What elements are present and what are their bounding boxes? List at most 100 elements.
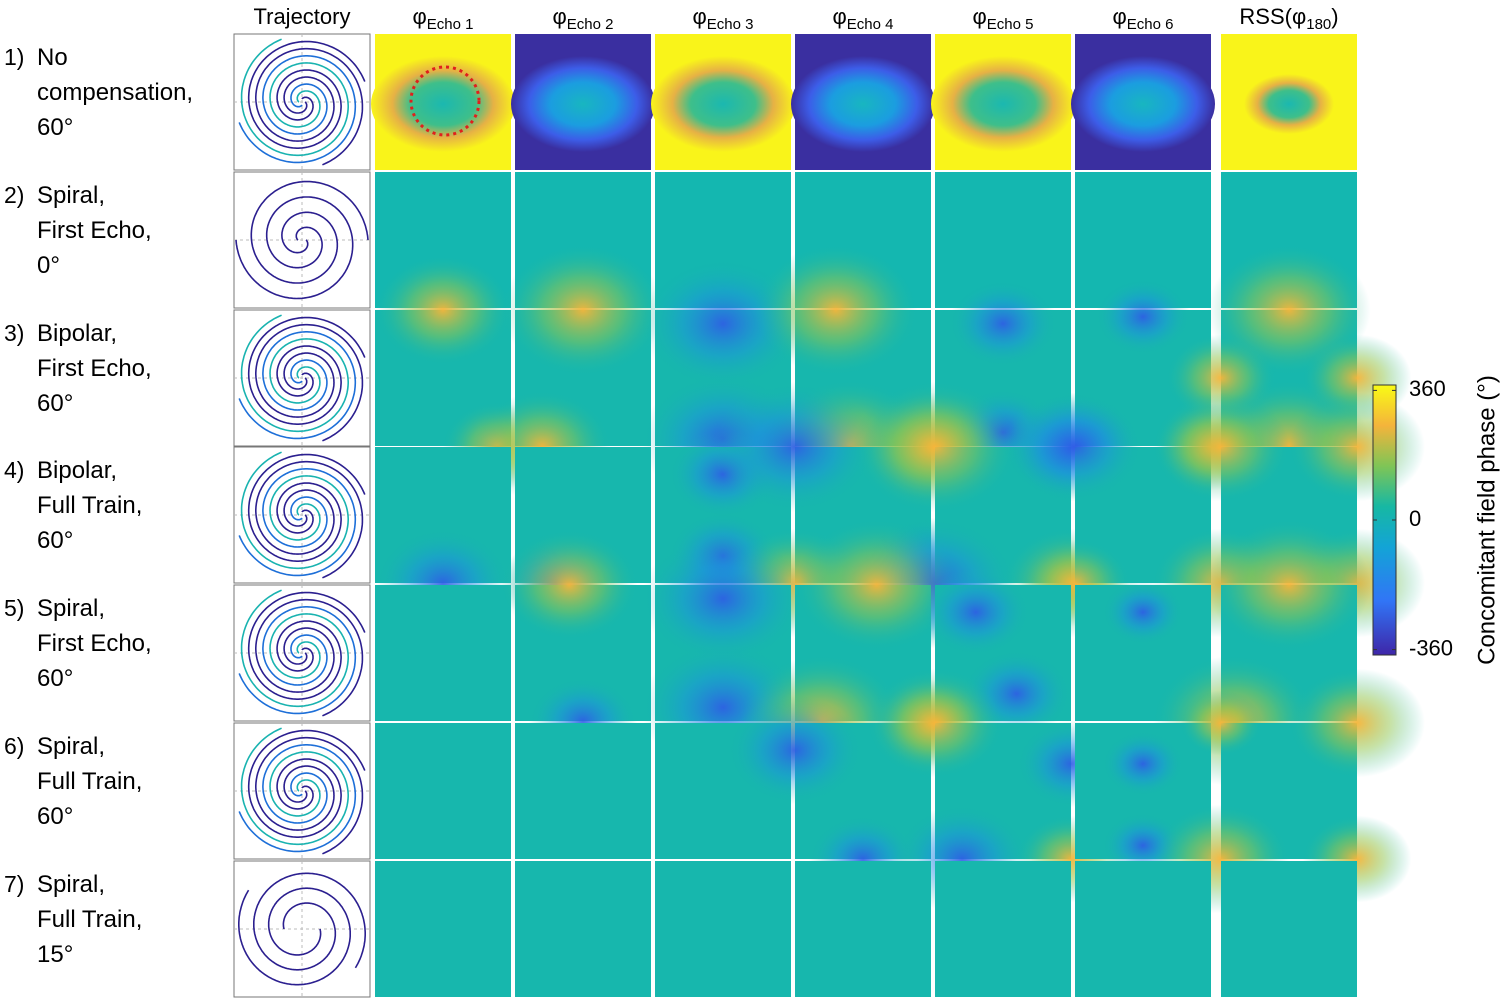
phase-blob (754, 244, 918, 376)
phase-blob (1095, 278, 1191, 355)
row-label-line: 60° (37, 665, 73, 692)
phase-bg (375, 585, 511, 721)
spiral-arm (250, 180, 369, 284)
phase-map (1075, 579, 1211, 721)
spiral-arm (238, 744, 357, 853)
phase-map (795, 861, 931, 997)
phase-ring (371, 56, 515, 152)
row-number: 2) (4, 182, 24, 208)
phase-map (371, 34, 515, 170)
trajectory (233, 584, 371, 722)
phase-ring (1071, 56, 1215, 152)
row-label-line: Full Train, (37, 492, 142, 519)
row-label-line: First Echo, (37, 630, 152, 657)
phase-blob (1102, 579, 1184, 645)
row-label-line: 15° (37, 941, 73, 968)
phase-ring (791, 56, 935, 152)
header-suffix: ) (1331, 4, 1338, 29)
trajectory (233, 446, 371, 584)
header-symbol: φ (1113, 4, 1127, 29)
phase-bg (1075, 861, 1211, 997)
trajectory (233, 309, 371, 447)
column-header: φEcho 4 (833, 4, 894, 33)
phase-map (375, 585, 511, 721)
column-header: φEcho 3 (693, 4, 754, 33)
phase-blob (948, 280, 1058, 368)
phase-ring (931, 56, 1075, 152)
row-label-line: 60° (37, 527, 73, 554)
header-symbol: φ (973, 4, 987, 29)
trajectory (233, 860, 371, 998)
header-symbol: φ (553, 4, 567, 29)
phase-blob (921, 568, 1031, 656)
phase-map (935, 861, 1071, 997)
spiral-arm (235, 196, 354, 300)
phase-map (375, 723, 511, 859)
phase-ring (511, 56, 655, 152)
row-label-line: Spiral, (37, 595, 105, 622)
trajectory-frame (233, 171, 371, 309)
column-header: φEcho 5 (973, 4, 1034, 33)
spiral-arm (255, 47, 364, 166)
header-symbol: φ (413, 4, 427, 29)
row-label-line: 60° (37, 390, 73, 417)
header-subscript: 180 (1306, 16, 1331, 33)
row-label-line: Spiral, (37, 182, 105, 209)
row-number: 3) (4, 320, 24, 346)
trajectory (233, 33, 371, 171)
column-header: φEcho 6 (1113, 4, 1174, 33)
colorbar-tick-label: 360 (1409, 376, 1446, 401)
column-header: φEcho 2 (553, 4, 614, 33)
phase-blob (1289, 668, 1425, 778)
column-header: Trajectory (254, 4, 351, 29)
phase-blob (1289, 392, 1425, 502)
row-number: 4) (4, 457, 24, 483)
phase-map (515, 861, 651, 997)
phase-blob (853, 381, 1017, 513)
row-number: 7) (4, 871, 24, 897)
phase-blob (1180, 690, 1262, 756)
phase-map (1075, 723, 1211, 879)
row-number: 6) (4, 733, 24, 759)
phase-map (375, 861, 511, 997)
header-subscript: Echo 2 (567, 16, 614, 33)
phase-blob (867, 668, 1003, 778)
row-label-line: Full Train, (37, 906, 142, 933)
phase-map (1075, 861, 1211, 997)
row-label-line: 60° (37, 803, 73, 830)
spiral-arm (247, 591, 366, 700)
colorbar-tick-label: 0 (1409, 506, 1421, 531)
spiral-arm (238, 468, 357, 577)
phase-map (1221, 34, 1357, 170)
phase-ring (1244, 74, 1334, 134)
roi-circle (409, 65, 481, 137)
column-header: RSS(φ180) (1239, 4, 1338, 33)
spiral-arm (240, 727, 349, 846)
header-symbol: φ (833, 4, 847, 29)
spiral-arm (255, 736, 364, 855)
row-label-line: compensation, (37, 79, 193, 106)
phase-map (791, 34, 935, 170)
phase-blob (1207, 519, 1371, 651)
phase-bg (375, 861, 511, 997)
phase-map (655, 861, 791, 997)
row-label-line: 0° (37, 252, 60, 279)
spiral-arm (255, 460, 364, 579)
phase-blob (501, 244, 665, 376)
spiral-arm (240, 451, 349, 570)
phase-blob (1102, 731, 1184, 797)
row-number: 5) (4, 595, 24, 621)
column-header: φEcho 1 (413, 4, 474, 33)
phase-map (501, 530, 651, 765)
spiral-arm (247, 40, 366, 149)
phase-bg (655, 861, 791, 997)
colorbar-tick-label: -360 (1409, 635, 1453, 660)
spiral-arm (240, 314, 349, 433)
phase-bg (375, 723, 511, 859)
header-subscript: Echo 5 (987, 16, 1034, 33)
phase-map (375, 447, 511, 638)
row-label-line: Bipolar, (37, 320, 117, 347)
spiral-arm (240, 38, 349, 157)
phase-ring (651, 56, 795, 152)
